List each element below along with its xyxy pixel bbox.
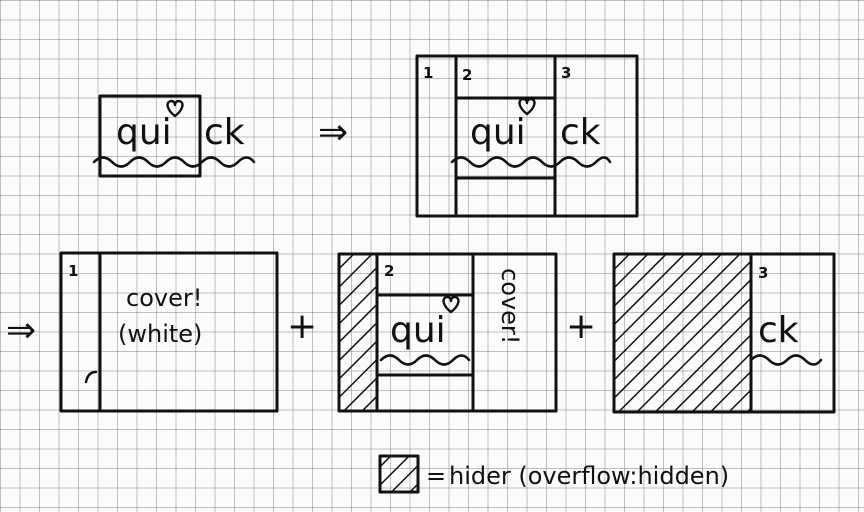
panel-3-ck-text: ck (758, 310, 799, 351)
original-squiggle (92, 156, 256, 168)
panel-2-squiggle (379, 354, 471, 366)
panel-2-hatch (339, 254, 377, 411)
legend: = hider (overflow:hidden) (378, 454, 729, 494)
panel-2: 2 qui cover! (337, 252, 558, 413)
panel-3-box (612, 252, 836, 414)
panel-2-qui-text: qui (390, 310, 446, 351)
legend-text: hider (overflow:hidden) (449, 462, 729, 490)
plus-2: + (566, 306, 596, 347)
cover-vertical-text: cover! (496, 268, 524, 344)
original-quick: qui ck (92, 94, 256, 178)
panel-3-squiggle (749, 354, 823, 366)
legend-swatch-border (378, 454, 420, 494)
three-col-qui-text: qui (470, 112, 526, 153)
outer-box (415, 54, 639, 218)
arrow-2: ⇒ (6, 310, 36, 351)
panel-1-tick (84, 370, 98, 384)
col-number-3: 3 (561, 64, 571, 82)
original-box (98, 94, 202, 178)
col-number-1: 1 (423, 64, 433, 82)
panel-1-number: 1 (68, 262, 78, 280)
col-number-2: 2 (462, 66, 472, 84)
legend-equals: = (426, 462, 446, 490)
panel-1-box (59, 251, 279, 413)
panel-3-number: 3 (758, 264, 768, 282)
three-col-ck-text: ck (560, 112, 601, 153)
three-column-layout: 1 2 3 qui ck (415, 54, 639, 218)
panel-3-hatch (614, 254, 751, 412)
white-text: (white) (118, 320, 202, 348)
panel-2-inner (375, 293, 475, 377)
heart-icon (166, 99, 184, 118)
panel-1: 1 cover! (white) (59, 251, 279, 413)
panel-2-number: 2 (384, 262, 394, 280)
plus-1: + (287, 306, 317, 347)
heart-icon (518, 97, 536, 116)
panel-3: 3 ck (612, 252, 836, 414)
heart-icon (442, 295, 460, 314)
original-ck-text: ck (204, 112, 245, 153)
cover-text: cover! (126, 284, 202, 312)
legend-hatch-swatch (380, 456, 418, 492)
panel-2-box (337, 252, 558, 413)
original-qui-text: qui (116, 112, 172, 153)
arrow-1: ⇒ (318, 112, 348, 153)
three-col-squiggle (450, 156, 612, 168)
